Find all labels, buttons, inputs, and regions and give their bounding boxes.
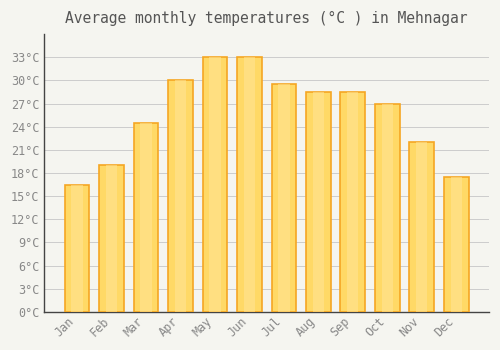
- Bar: [168, 80, 193, 312]
- Bar: [64, 184, 90, 312]
- Bar: [272, 84, 296, 312]
- Bar: [444, 177, 468, 312]
- Bar: [140, 123, 151, 312]
- Bar: [340, 92, 365, 312]
- Bar: [210, 57, 220, 312]
- Bar: [313, 92, 324, 312]
- Bar: [72, 184, 83, 312]
- Bar: [202, 57, 228, 312]
- Bar: [450, 177, 462, 312]
- Bar: [244, 57, 255, 312]
- Bar: [134, 123, 158, 312]
- Title: Average monthly temperatures (°C ) in Mehnagar: Average monthly temperatures (°C ) in Me…: [66, 11, 468, 26]
- Bar: [375, 104, 400, 312]
- Bar: [175, 80, 186, 312]
- Bar: [278, 84, 289, 312]
- Bar: [416, 142, 428, 312]
- Bar: [237, 57, 262, 312]
- Bar: [382, 104, 393, 312]
- Bar: [348, 92, 358, 312]
- Bar: [106, 165, 117, 312]
- Bar: [99, 165, 124, 312]
- Bar: [306, 92, 331, 312]
- Bar: [410, 142, 434, 312]
